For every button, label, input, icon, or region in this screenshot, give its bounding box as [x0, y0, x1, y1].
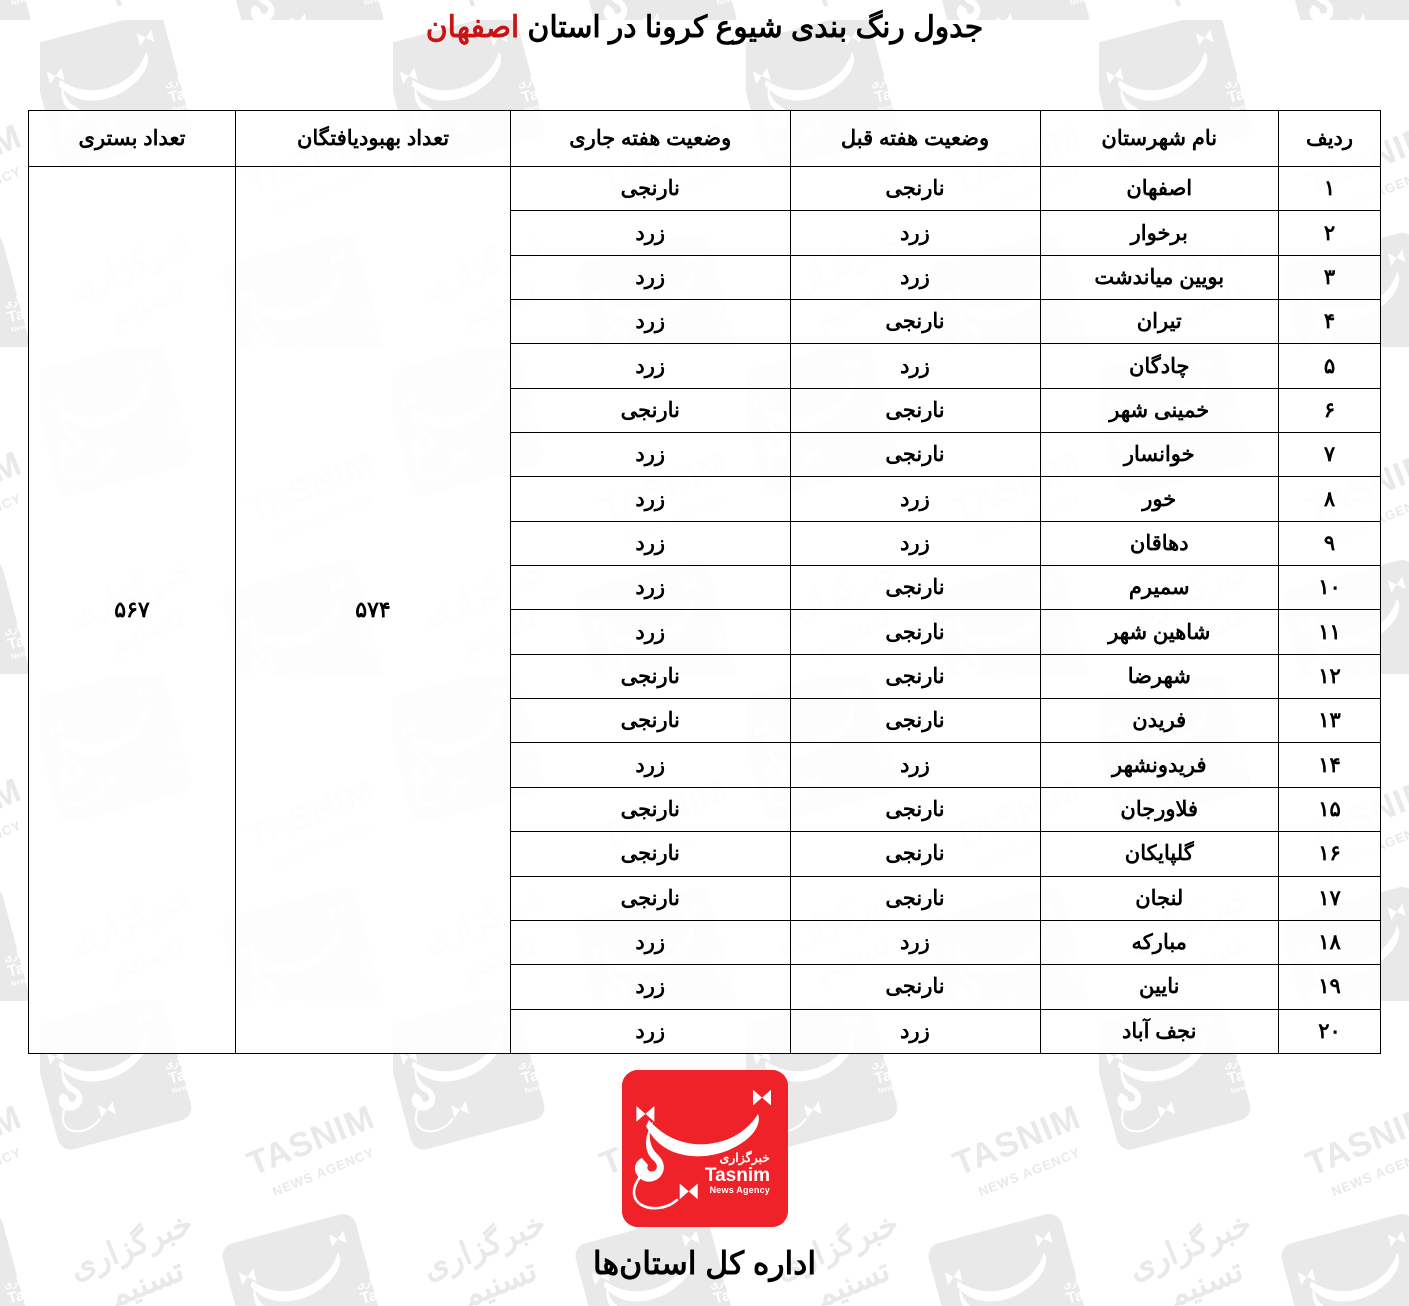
svg-text:Tasnim: Tasnim: [704, 1165, 769, 1186]
svg-text:News Agency: News Agency: [709, 1185, 769, 1195]
svg-text:خبرگزاری: خبرگزاری: [719, 1149, 770, 1166]
